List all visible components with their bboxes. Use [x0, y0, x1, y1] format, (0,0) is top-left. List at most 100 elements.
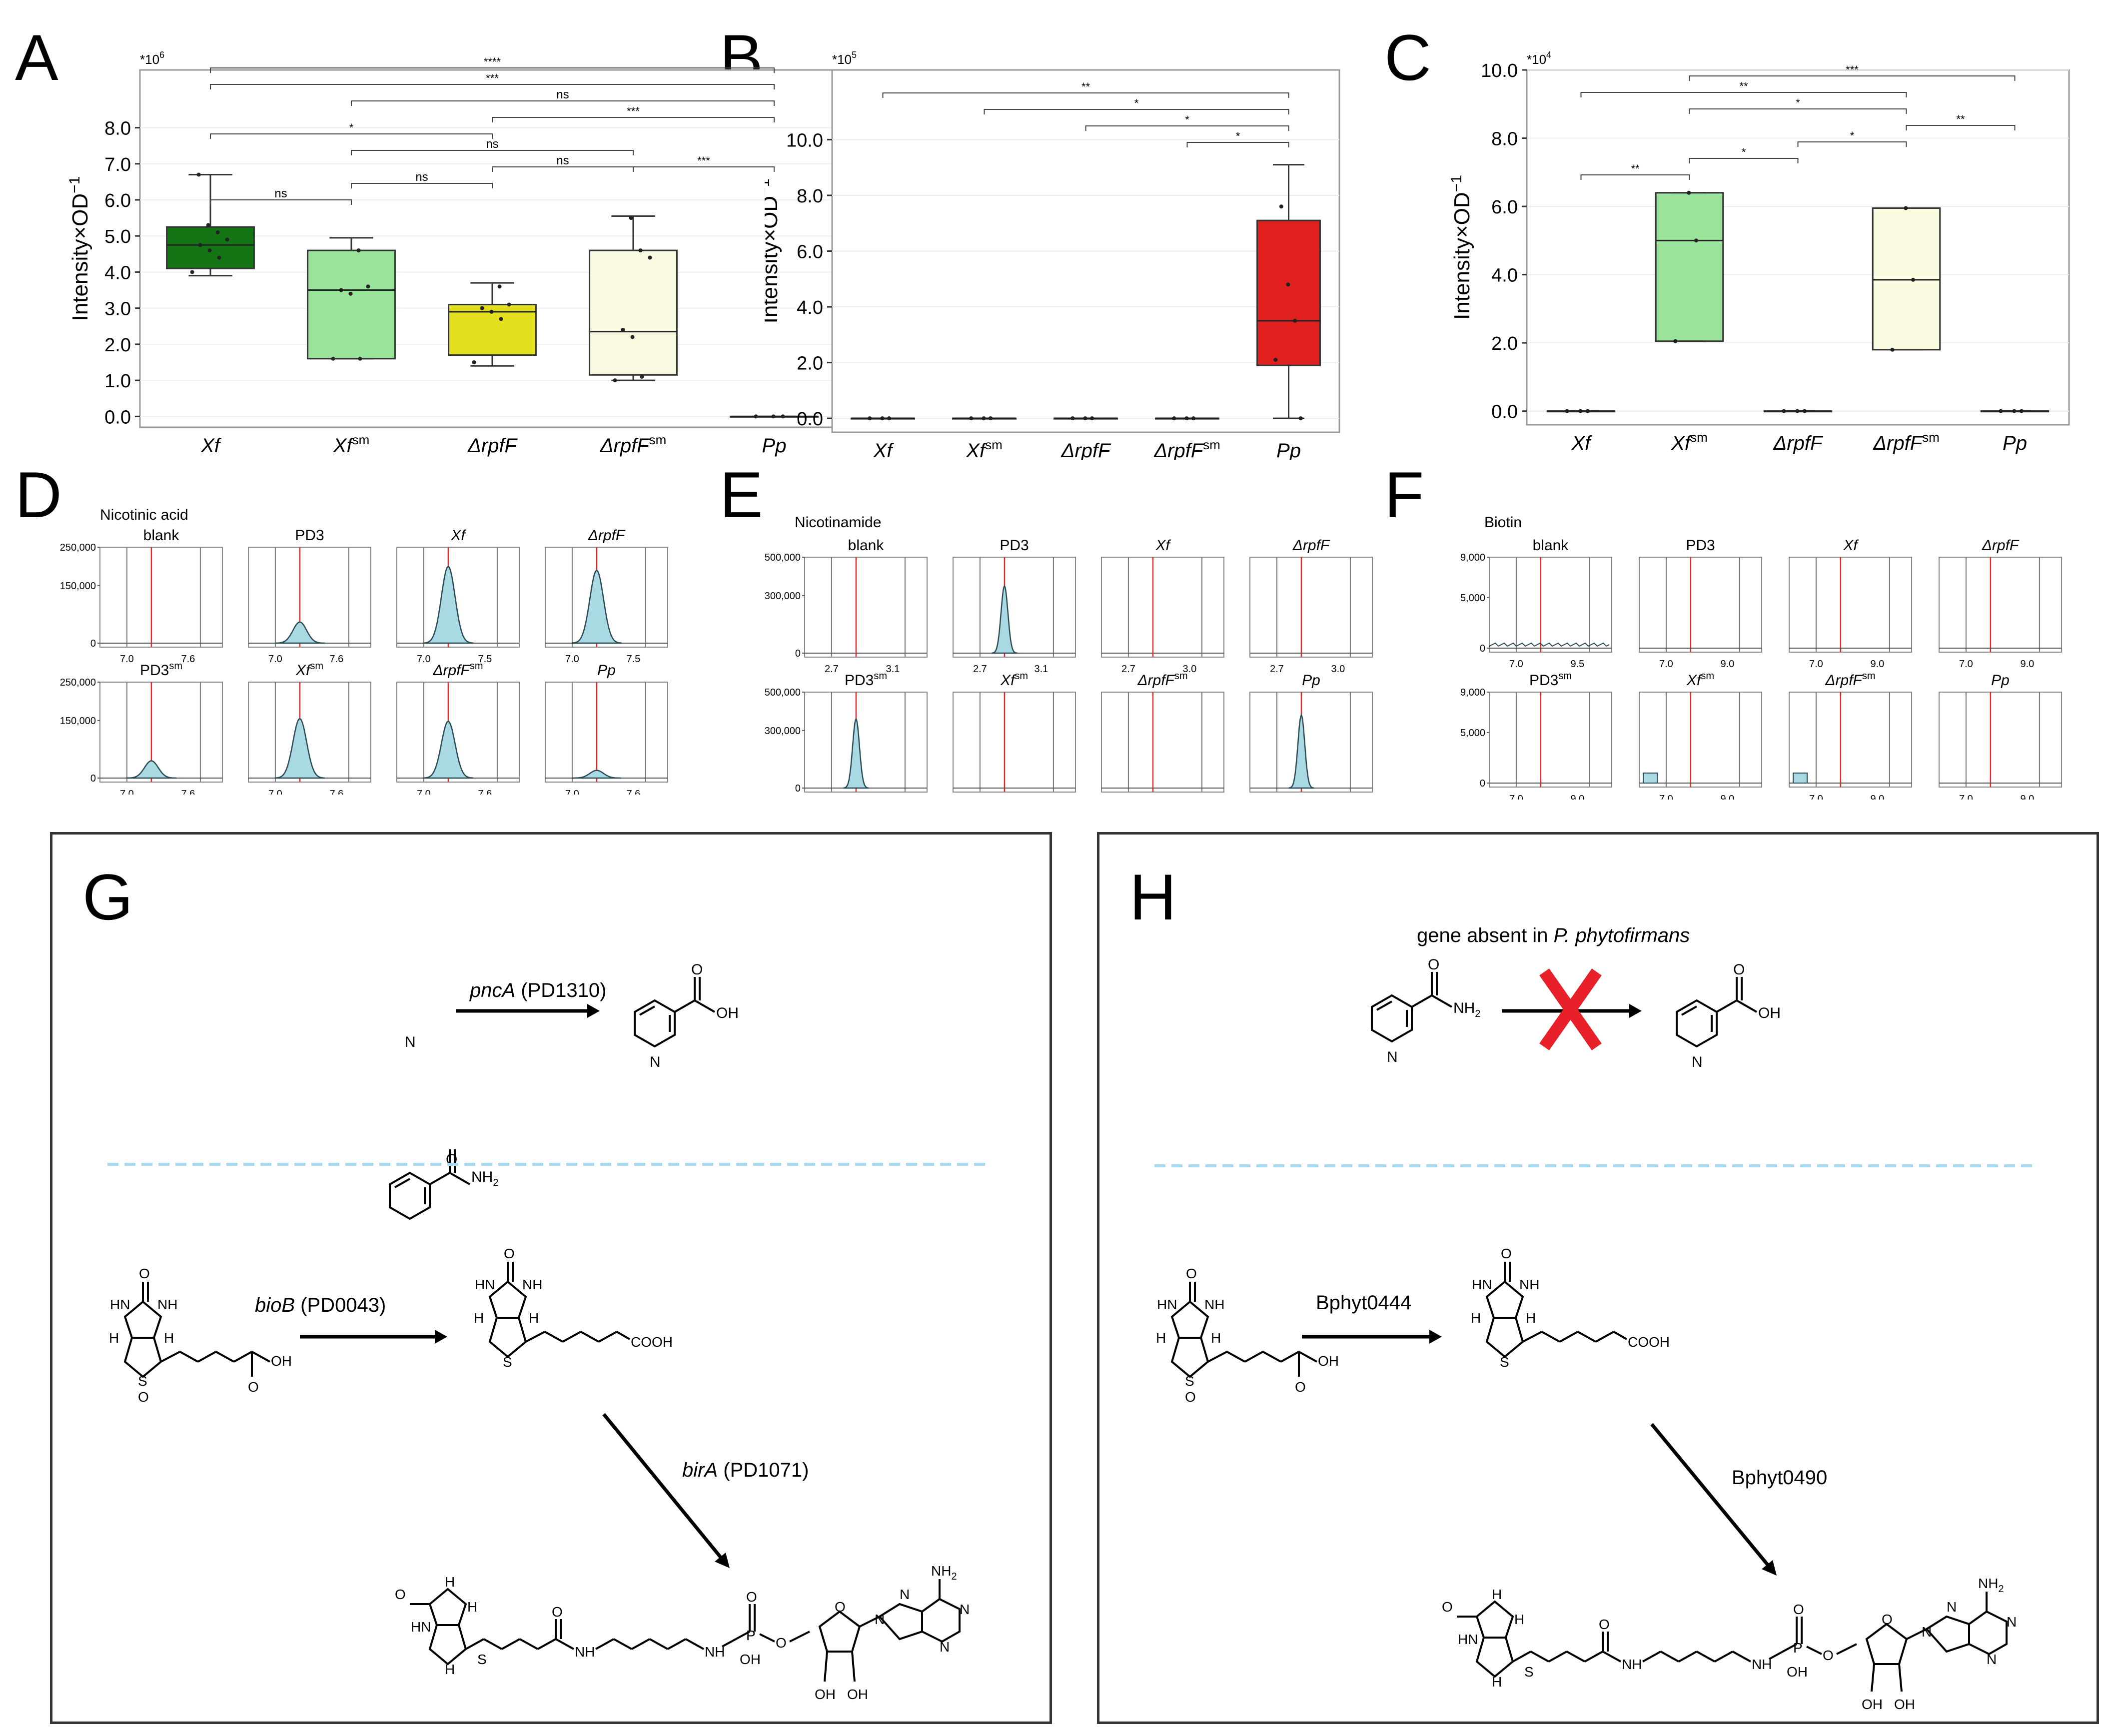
- chromatogram-frame: [1249, 557, 1373, 658]
- data-point: [880, 416, 885, 421]
- chem-o: O: [776, 1635, 787, 1651]
- chromatogram-peak: [423, 565, 474, 644]
- y-tick-label: 0.0: [104, 407, 131, 428]
- chromatogram-panel-label: Xfsm: [295, 661, 323, 679]
- chem-cooh: COOH: [1628, 1334, 1670, 1350]
- arrow-head-icon: [1429, 1330, 1442, 1344]
- x-tick-label: 7.0: [1809, 794, 1823, 800]
- y-tick-label: 2.0: [1491, 333, 1518, 354]
- chromatogram-title: Nicotinic acid: [100, 507, 188, 523]
- x-tick-label: 7.0: [1509, 659, 1523, 670]
- significance-bracket: [1689, 75, 2016, 81]
- data-point: [489, 309, 494, 314]
- y-tick-label: 7.0: [104, 154, 131, 175]
- chromatogram-frame: [1101, 557, 1224, 658]
- y-tick-label: 10.0: [786, 130, 823, 151]
- chromatogram-frame: [99, 682, 223, 783]
- enzyme-label-bira: birA (PD1071): [682, 1459, 809, 1481]
- chem-o: O: [1295, 1379, 1306, 1395]
- chromatogram-peak: [274, 621, 325, 644]
- chromatogram-panel-label: Pp: [1991, 672, 2010, 689]
- y-tick-label: 0: [795, 783, 801, 794]
- chromatogram-frame: [804, 557, 928, 658]
- chem-oh: OH: [271, 1353, 292, 1369]
- chem-n: N: [405, 1034, 416, 1050]
- x-tick-label: ΔrpfFsm: [1873, 430, 1940, 454]
- box-plot-b: *105 0.0 2.0 4.0 6.0 8.0 10.0 Intensity×OD−1 Xf X…: [765, 50, 1340, 460]
- chem-n: N: [1922, 1624, 1932, 1640]
- significance-label: ns: [415, 170, 428, 184]
- x-tick-label: 7.0: [417, 654, 431, 665]
- data-point: [989, 416, 993, 421]
- chromatogram-grid-d: Nicotinic acid blank 7.0 7.6 250,000 150,000 0…: [60, 507, 668, 795]
- y-tick-label: 150,000: [60, 716, 96, 727]
- x-tick-label: Xfsm: [966, 437, 1002, 460]
- y-tick-label: 4.0: [1491, 265, 1518, 286]
- chem-oh: OH: [716, 1005, 739, 1021]
- biotinyl-amp-structure: [410, 1579, 961, 1682]
- significance-bracket: [1797, 141, 1907, 147]
- y-tick-label: 2.0: [797, 353, 823, 374]
- arrow-head-icon: [435, 1330, 447, 1344]
- chromatogram-panel-label: ΔrpfFsm: [432, 661, 483, 679]
- data-point: [969, 416, 974, 421]
- panel-label-h: H: [1129, 861, 1176, 933]
- chromatogram-panel-label: PD3: [1686, 537, 1715, 554]
- data-point: [348, 291, 353, 296]
- x-tick-label: 3.1: [1034, 664, 1048, 675]
- significance-label: *: [349, 121, 354, 134]
- chromatogram-frame: [1639, 692, 1762, 788]
- chromatogram-peak: [843, 718, 869, 789]
- chromatogram-peak: [1288, 714, 1314, 789]
- data-point: [225, 237, 229, 242]
- nicotinic-acid-structure: [1676, 977, 1757, 1048]
- chromatogram-frame: [248, 547, 371, 648]
- x-tick-label: 9.0: [1720, 659, 1734, 670]
- data-point: [771, 414, 776, 419]
- chem-o: O: [746, 1589, 757, 1605]
- chromatogram-panel-label: ΔrpfF: [1982, 537, 2020, 554]
- x-tick-label: 7.0: [120, 654, 134, 665]
- data-point: [1273, 358, 1278, 362]
- arrow-head-icon: [1762, 1560, 1777, 1576]
- axis-scale-label: *104: [1527, 50, 1551, 67]
- chem-h: H: [164, 1330, 174, 1346]
- y-tick-label: 5,000: [1460, 728, 1485, 739]
- y-tick-label: 0: [90, 638, 96, 649]
- significance-bracket: [1906, 125, 2016, 130]
- significance-bracket: [210, 199, 352, 205]
- chromatogram-panel-label: PD3sm: [845, 671, 887, 689]
- chromatogram-frame: [1939, 557, 2062, 653]
- data-point: [366, 284, 370, 289]
- chem-h: H: [467, 1599, 477, 1615]
- significance-label: ns: [556, 154, 569, 167]
- y-tick-label: 9,000: [1460, 687, 1485, 698]
- chem-o: O: [138, 1389, 149, 1405]
- chem-n: N: [1947, 1599, 1957, 1615]
- pathway-diagram-g: N O NH2 N O OH pncA (PD1310) O HN: [107, 961, 990, 1702]
- y-tick-label: 150,000: [60, 581, 96, 592]
- x-tick-label: 3.1: [886, 664, 900, 675]
- chem-o: O: [1599, 1617, 1610, 1632]
- significance-bracket: [1085, 125, 1289, 131]
- chem-o: O: [1442, 1599, 1453, 1615]
- box-plot-c: *104 0.0 2.0 4.0 6.0 8.0 10.0 Intensity×OD−1 Xf X…: [1448, 50, 2070, 454]
- pathway-box-g: [50, 832, 1052, 1724]
- data-point: [497, 284, 502, 289]
- y-tick-label: 250,000: [60, 542, 96, 553]
- box-plot-a: *106 0.0 1.0 2.0 3.0 4.0 5.0 6.0 7.0 8.0 Intensity…: [66, 50, 846, 457]
- chem-o: O: [1733, 961, 1745, 978]
- x-tick-label: 9.0: [2020, 659, 2034, 670]
- chromatogram-panel-label: PD3sm: [1529, 671, 1572, 689]
- x-tick-label: 7.6: [181, 789, 195, 795]
- significance-bracket: [1689, 158, 1799, 163]
- significance-label: *: [1236, 130, 1240, 142]
- significance-bracket: [351, 150, 634, 155]
- panel-label-d: D: [15, 458, 62, 531]
- y-tick-label: 8.0: [1491, 129, 1518, 150]
- enzyme-label-bphyt0490: Bphyt0490: [1732, 1467, 1827, 1489]
- y-tick-label: 300,000: [765, 726, 801, 737]
- x-tick-label: 7.0: [268, 789, 282, 795]
- y-axis-label: Intensity×OD−1: [66, 176, 92, 321]
- y-tick-label: 0.0: [797, 409, 823, 430]
